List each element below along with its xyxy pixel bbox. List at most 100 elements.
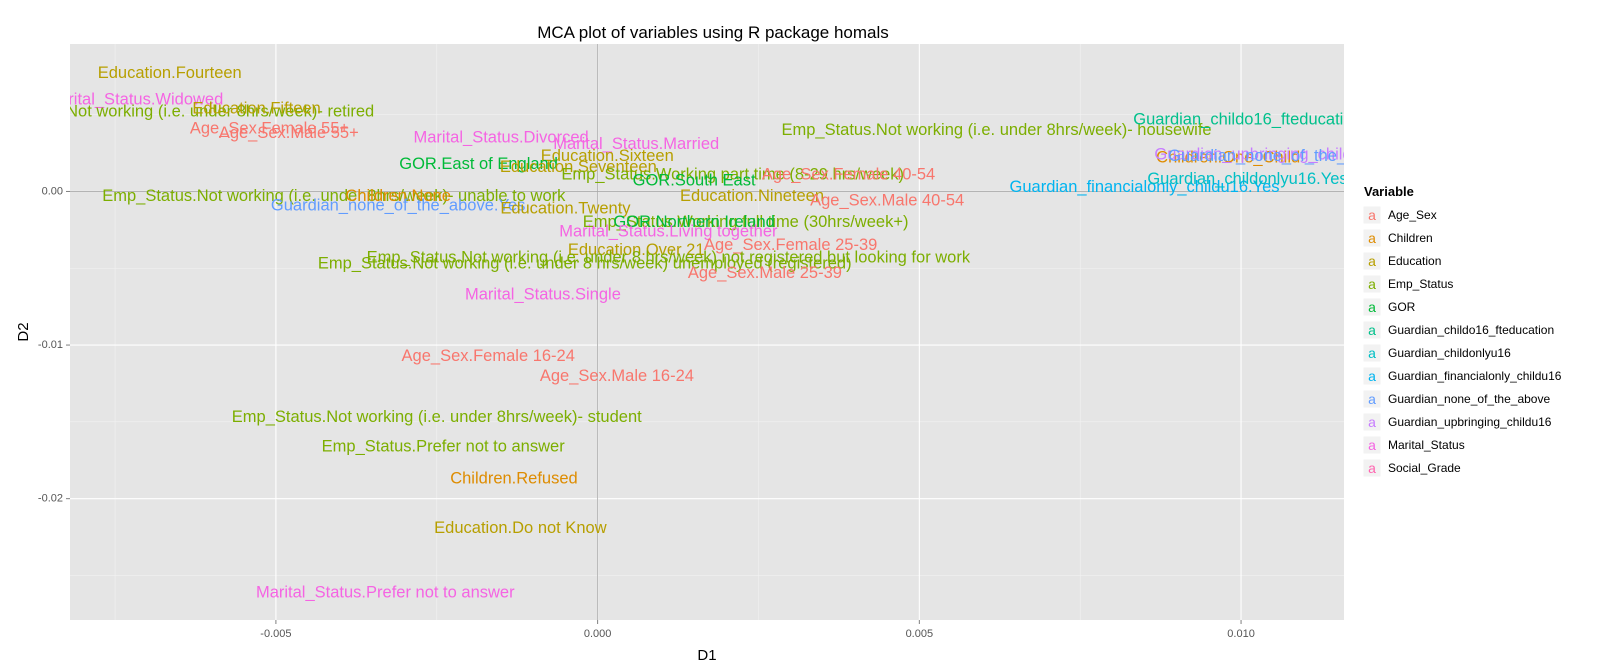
y-axis-ticks: 0.00 -0.01 -0.02 <box>38 185 70 505</box>
point-label: Age_Sex.Female 16-24 <box>402 347 575 365</box>
chart-title: MCA plot of variables using R package ho… <box>537 23 889 42</box>
legend-entry-label: Guardian_none_of_the_above <box>1388 392 1550 406</box>
legend-key-glyph: a <box>1368 253 1376 269</box>
point-label: Children.Refused <box>450 470 578 488</box>
x-tick-label: 0.000 <box>584 628 612 640</box>
legend-entry-label: GOR <box>1388 300 1416 314</box>
point-label: Education.Over 21 <box>568 241 705 259</box>
legend-entry-label: Age_Sex <box>1388 208 1437 222</box>
point-label: Emp_Status.Not working (i.e. under 8hrs/… <box>781 121 1211 139</box>
legend-entry-label: Marital_Status <box>1388 438 1465 452</box>
point-label: Emp_Status.Not working (i.e. under 8 hrs… <box>367 249 971 267</box>
x-axis-ticks: -0.005 0.000 0.005 0.010 <box>260 620 1255 640</box>
point-label: Marital_Status.Divorced <box>414 129 589 147</box>
point-label: Marital_Status.Single <box>465 285 621 303</box>
plot-panel <box>70 44 1344 620</box>
legend-key <box>1362 343 1382 363</box>
point-label: Marital_Status.Widowed <box>45 90 223 108</box>
point-label: Age_Sex.Male 40-54 <box>810 192 964 210</box>
legend-entry-label: Guardian_financialonly_childu16 <box>1388 369 1562 383</box>
point-label: Children.None <box>345 187 450 205</box>
point-label: Emp_Status.Not working (i.e. under 8hrs/… <box>0 103 374 121</box>
legend-key-glyph: a <box>1368 207 1376 223</box>
point-labels: Education.Fourteen Marital_Status.Widowed… <box>0 64 1391 601</box>
point-label: Education.Do not Know <box>434 519 607 537</box>
point-label: Guardian_childo16_fteducation <box>1133 110 1361 128</box>
point-label: Guardian_none_of_the_above.Yes <box>271 196 525 214</box>
legend-key-glyph: a <box>1368 391 1376 407</box>
point-label: Emp_Status.Working part time (8-29 hrs/w… <box>561 166 904 184</box>
point-label: Emp_Status.Not working (i.e. under 8 hrs… <box>318 255 852 273</box>
point-label: Emp_Status.Prefer not to answer <box>322 437 566 455</box>
legend-key-glyph: a <box>1368 276 1376 292</box>
y-tick-label: -0.01 <box>38 339 63 351</box>
plot-clip-cover-left <box>0 44 70 620</box>
legend-entry-label: Social_Grade <box>1388 461 1461 475</box>
legend-entry-label: Guardian_childonlyu16 <box>1388 346 1511 360</box>
point-label: Emp_Status.Working full time (30hrs/week… <box>583 213 909 231</box>
point-label: Education.Fifteen <box>192 100 320 118</box>
legend-key <box>1362 251 1382 271</box>
point-label: Marital_Status.Married <box>553 135 719 153</box>
x-tick-label: 0.010 <box>1227 628 1255 640</box>
x-tick-label: -0.005 <box>260 628 291 640</box>
point-label: Education.Twenty <box>500 199 631 217</box>
legend-key <box>1362 435 1382 455</box>
legend-key-glyph: a <box>1368 368 1376 384</box>
legend-key <box>1362 389 1382 409</box>
legend-key-glyph: a <box>1368 345 1376 361</box>
point-label: Guardian_none_of_the_above <box>1168 147 1391 165</box>
minor-gridlines <box>70 44 1344 620</box>
legend-key-glyph: a <box>1368 414 1376 430</box>
legend-key <box>1362 228 1382 248</box>
point-label: Children.One_Child <box>1156 149 1300 167</box>
legend-key <box>1362 366 1382 386</box>
legend-key-glyph: a <box>1368 437 1376 453</box>
y-axis-title: D2 <box>15 322 32 341</box>
point-label: Education.Sixteen <box>541 147 674 165</box>
legend-entry-label: Guardian_childo16_fteducation <box>1388 323 1554 337</box>
point-label: Age_Sex.Male 16-24 <box>540 367 694 385</box>
legend-key <box>1362 297 1382 317</box>
point-label: Marital_Status.Living together <box>559 222 778 240</box>
point-label: GOR.East of England <box>399 155 558 173</box>
legend-key-glyph: a <box>1368 230 1376 246</box>
legend-title: Variable <box>1364 184 1414 199</box>
x-tick-label: 0.005 <box>906 628 934 640</box>
reference-lines <box>70 44 1344 620</box>
x-axis-title: D1 <box>697 647 716 664</box>
y-tick-label: -0.02 <box>38 493 63 505</box>
point-label: GOR.South East <box>633 172 756 190</box>
legend-key <box>1362 274 1382 294</box>
point-label: Education.Nineteen <box>680 187 824 205</box>
legend-key-glyph: a <box>1368 299 1376 315</box>
legend-entry-label: Children <box>1388 231 1433 245</box>
legend-entry-label: Education <box>1388 254 1441 268</box>
legend-entry-label: Guardian_upbringing_childu16 <box>1388 415 1552 429</box>
legend-key <box>1362 205 1382 225</box>
point-label: Emp_Status.Not working (i.e. under 8hrs/… <box>102 187 566 205</box>
point-label: Emp_Status.Not working (i.e. under 8hrs/… <box>232 408 642 426</box>
point-label: Age_Sex.Female 40-54 <box>762 166 935 184</box>
legend-key <box>1362 458 1382 478</box>
point-label: Guardian_financialonly_childu16.Yes <box>1010 178 1280 196</box>
legend-key <box>1362 412 1382 432</box>
legend-key-glyph: a <box>1368 460 1376 476</box>
point-label: Guardian_childonlyu16.Yes <box>1147 170 1347 188</box>
plot-clip-cover-right <box>1344 44 1606 620</box>
point-label: Education.Seventeen <box>500 158 657 176</box>
legend-entry-label: Emp_Status <box>1388 277 1453 291</box>
point-label: Age_Sex.Male 55+ <box>219 124 359 142</box>
legend-key <box>1362 320 1382 340</box>
point-label: Age_Sex.Female 55+ <box>190 119 349 137</box>
point-label: Age_Sex.Female 25-39 <box>704 236 877 254</box>
point-label: Marital_Status.Prefer not to answer <box>256 583 515 601</box>
legend-key-glyph: a <box>1368 322 1376 338</box>
y-tick-label: 0.00 <box>42 185 63 197</box>
point-label: Age_Sex.Male 25-39 <box>688 264 842 282</box>
point-label: Education.Fourteen <box>98 64 242 82</box>
point-label: GOR.Northern Ireland <box>613 213 774 231</box>
